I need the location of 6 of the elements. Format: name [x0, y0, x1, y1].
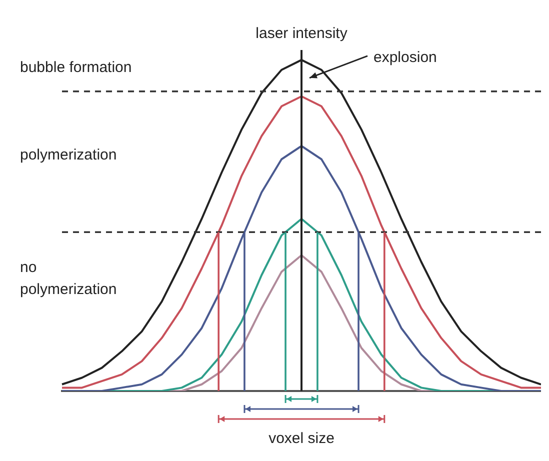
x-axis-title: voxel size	[268, 430, 334, 447]
annotation: bubble formation	[20, 59, 132, 76]
annotation: no polymerization	[20, 258, 117, 298]
annotation: explosion	[374, 48, 437, 66]
y-axis-title: laser intensity	[256, 25, 348, 42]
annotation: polymerization	[20, 146, 117, 164]
